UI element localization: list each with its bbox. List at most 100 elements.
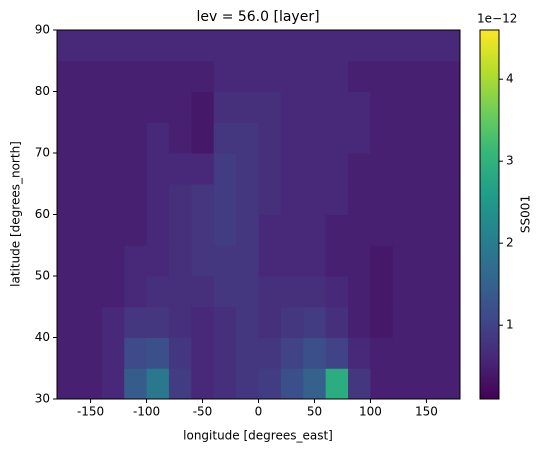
heat-cell [146,91,170,123]
heat-cell [258,245,282,277]
heat-cell [370,276,394,308]
heat-cell [168,368,192,400]
heat-cell [79,245,103,277]
heat-cell [57,214,80,246]
heat-cell [191,214,215,246]
heat-cell [370,91,394,123]
heat-cell [280,306,304,338]
heat-cell [437,153,461,185]
heat-cell [258,368,282,400]
heat-cell [124,306,148,338]
colorbar-tick-label: 4 [506,72,514,86]
heat-cell [325,122,349,154]
heat-cell [124,122,148,154]
heat-cell [124,91,148,123]
heat-cell [415,183,439,215]
heat-cell [101,214,125,246]
heat-cell [437,245,461,277]
heat-cell [325,30,349,62]
heat-cell [437,183,461,215]
y-axis-label: latitude [degrees_north] [9,141,23,287]
heat-cell [213,153,237,185]
heat-cell [168,30,192,62]
heat-cell [348,368,371,400]
heat-cell [415,276,439,308]
heat-cell [213,276,237,308]
heat-cell [146,306,170,338]
heat-cell [258,153,282,185]
heat-cell [213,30,237,62]
heat-cell [57,245,80,277]
x-tick-label: -150 [77,405,104,419]
heat-cell [236,214,259,246]
heat-cell [168,337,192,369]
heat-cell [415,91,439,123]
heat-cell [370,245,394,277]
heat-cell [57,122,80,154]
heat-cell [415,214,439,246]
heat-cell [392,183,416,215]
heat-cell [258,306,282,338]
heat-cell [370,306,394,338]
heat-cell [392,368,416,400]
x-axis-label: longitude [degrees_east] [183,429,333,443]
heat-cell [437,276,461,308]
heat-cell [325,60,349,92]
colorbar-tick-label: 1 [506,318,514,332]
heat-cell [57,91,80,123]
heat-cell [303,30,327,62]
colorbar-tick-label: 3 [506,154,514,168]
heat-cell [168,183,192,215]
heat-cell [146,276,170,308]
heat-cell [124,245,148,277]
heat-cell [370,153,394,185]
heat-cell [303,91,327,123]
heat-cell [101,122,125,154]
heat-cell [191,60,215,92]
x-tick-label: 0 [255,405,263,419]
heat-cell [57,368,80,400]
heat-cell [325,306,349,338]
heat-cell [79,30,103,62]
heat-cell [213,368,237,400]
heat-cell [79,60,103,92]
heat-cell [213,122,237,154]
heat-cell [258,60,282,92]
heat-cell [236,60,259,92]
heat-cell [57,306,80,338]
heat-cell [124,276,148,308]
heat-cell [437,306,461,338]
heat-cell [236,183,259,215]
heat-cell [303,337,327,369]
heat-cell [303,153,327,185]
heat-cell [370,30,394,62]
heat-cell [124,183,148,215]
heat-cell [325,276,349,308]
heat-cell [280,368,304,400]
heat-cell [236,276,259,308]
heat-cell [280,337,304,369]
heat-cell [57,30,80,62]
heat-cell [124,30,148,62]
y-tick-label: 60 [35,207,50,221]
heat-cell [101,368,125,400]
heat-cell [303,368,327,400]
heat-cell [124,60,148,92]
heat-cell [191,183,215,215]
heat-cell [303,183,327,215]
heat-cell [101,153,125,185]
heat-cell [437,214,461,246]
heat-cell [392,214,416,246]
heat-cell [79,306,103,338]
heat-cell [348,214,371,246]
heat-cell [415,368,439,400]
heat-cell [79,214,103,246]
heat-cell [101,60,125,92]
heat-cell [415,306,439,338]
heat-cell [280,91,304,123]
heat-cell [236,153,259,185]
heat-cell [101,306,125,338]
colorbar-tick-label: 2 [506,236,514,250]
heat-cell [303,245,327,277]
heat-cell [191,153,215,185]
